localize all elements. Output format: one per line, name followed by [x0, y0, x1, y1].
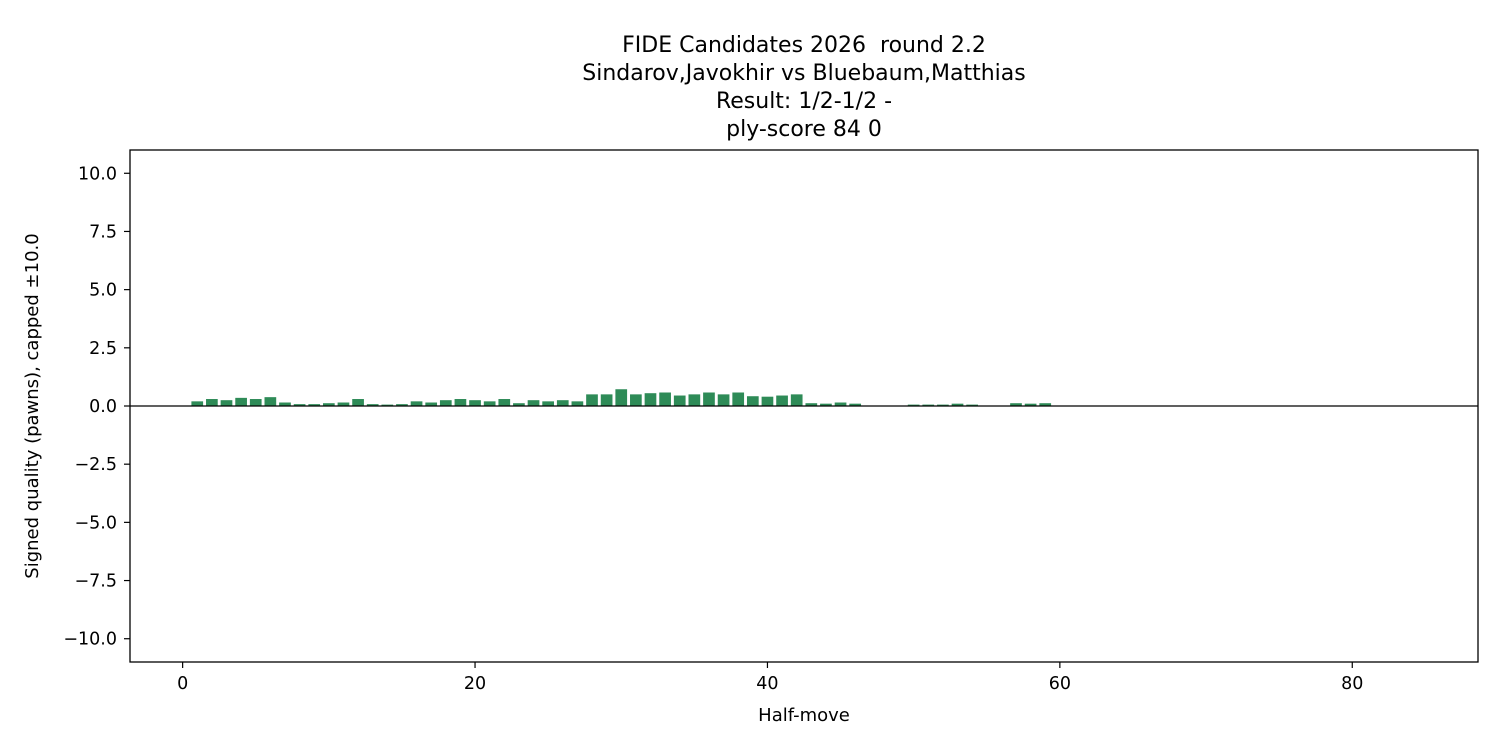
bars-group — [191, 389, 1139, 407]
bar-halfmove-19 — [454, 399, 467, 406]
bar-halfmove-34 — [673, 395, 686, 406]
title-line-2: Sindarov,Javokhir vs Bluebaum,Matthias — [582, 61, 1026, 86]
bar-halfmove-10 — [322, 403, 335, 406]
title-line-3: Result: 1/2-1/2 - — [715, 89, 893, 114]
bar-halfmove-2 — [206, 399, 218, 406]
bar-halfmove-14 — [381, 404, 394, 406]
bar-halfmove-3 — [220, 400, 233, 406]
y-tick-label: 0.0 — [89, 397, 117, 417]
bar-halfmove-17 — [425, 402, 438, 406]
x-tick-label: 20 — [464, 674, 486, 694]
bar-halfmove-39 — [746, 396, 759, 406]
y-tick-label: 10.0 — [78, 164, 117, 184]
y-tick-label: 5.0 — [89, 281, 117, 301]
bar-halfmove-6 — [264, 397, 277, 406]
bar-halfmove-28 — [586, 394, 598, 406]
x-tick-label: 80 — [1341, 674, 1363, 694]
bar-halfmove-35 — [688, 394, 701, 406]
bar-halfmove-50 — [907, 404, 920, 406]
bar-halfmove-22 — [498, 399, 511, 406]
bar-halfmove-31 — [630, 394, 642, 406]
x-ticks: 0 20 40 60 80 — [177, 662, 1363, 694]
bar-halfmove-7 — [279, 402, 291, 406]
x-tick-label: 60 — [1049, 674, 1071, 694]
bar-halfmove-11 — [337, 402, 350, 406]
bar-halfmove-8 — [293, 404, 306, 406]
bar-halfmove-29 — [600, 394, 613, 406]
bar-halfmove-24 — [527, 400, 540, 406]
bar-halfmove-20 — [469, 400, 481, 406]
bar-halfmove-36 — [703, 392, 715, 406]
bar-halfmove-53 — [951, 403, 964, 406]
y-tick-label: −7.5 — [75, 572, 118, 592]
bar-halfmove-13 — [366, 404, 379, 406]
bar-halfmove-21 — [483, 401, 496, 406]
bar-halfmove-1 — [191, 401, 204, 406]
bar-halfmove-37 — [717, 394, 730, 406]
bar-halfmove-32 — [644, 393, 657, 406]
bar-halfmove-4 — [235, 397, 247, 406]
bar-halfmove-26 — [556, 400, 569, 406]
bar-halfmove-52 — [937, 404, 949, 406]
y-ticks: 10.0 7.5 5.0 2.5 0.0 −2.5 −5.0 −7.5 −10.0 — [63, 164, 130, 650]
bar-halfmove-16 — [410, 401, 423, 406]
bar-halfmove-27 — [571, 401, 584, 406]
bar-halfmove-15 — [396, 404, 408, 406]
bar-halfmove-25 — [542, 401, 554, 406]
y-tick-label: 7.5 — [89, 222, 117, 242]
bar-halfmove-51 — [922, 404, 935, 406]
bar-halfmove-38 — [732, 392, 745, 406]
bar-halfmove-40 — [761, 396, 774, 406]
x-axis-label: Half-move — [758, 705, 850, 726]
bar-halfmove-46 — [849, 403, 862, 406]
bar-halfmove-5 — [249, 399, 262, 406]
chart-title: FIDE Candidates 2026 round 2.2 Sindarov,… — [130, 32, 1478, 144]
bar-halfmove-54 — [966, 404, 978, 406]
bar-halfmove-18 — [439, 400, 452, 406]
bar-halfmove-41 — [776, 395, 788, 406]
y-tick-label: −5.0 — [75, 513, 118, 533]
bar-halfmove-45 — [834, 402, 847, 406]
bar-halfmove-33 — [659, 392, 671, 406]
bar-halfmove-23 — [513, 403, 525, 406]
bar-halfmove-59 — [1039, 403, 1052, 406]
y-tick-label: −10.0 — [63, 630, 117, 650]
y-tick-label: −2.5 — [75, 455, 118, 475]
title-line-1: FIDE Candidates 2026 round 2.2 — [622, 33, 986, 58]
title-line-4: ply-score 84 0 — [726, 117, 882, 142]
x-tick-label: 0 — [177, 674, 188, 694]
bar-halfmove-43 — [805, 403, 818, 406]
bar-halfmove-57 — [1010, 403, 1022, 406]
bar-halfmove-30 — [615, 389, 628, 406]
bar-halfmove-58 — [1024, 403, 1037, 406]
x-tick-label: 40 — [756, 674, 778, 694]
bar-halfmove-44 — [820, 403, 832, 406]
y-axis-label: Signed quality (pawns), capped ±10.0 — [22, 233, 43, 578]
bar-halfmove-42 — [790, 394, 803, 406]
y-tick-label: 2.5 — [89, 339, 117, 359]
bar-halfmove-12 — [352, 399, 364, 406]
bar-halfmove-9 — [308, 404, 321, 406]
